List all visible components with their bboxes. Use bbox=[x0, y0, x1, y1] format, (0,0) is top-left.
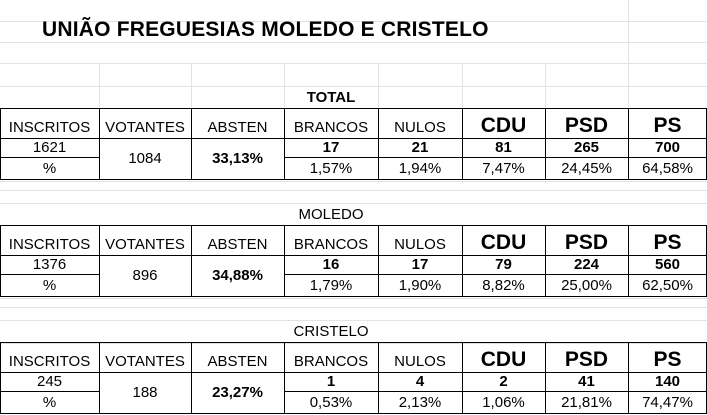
header-ps: PS bbox=[653, 348, 682, 371]
nulos-percent: 1,90% bbox=[398, 276, 442, 294]
percent-label: % bbox=[42, 393, 57, 411]
brancos-count: 16 bbox=[322, 256, 340, 273]
votantes-value: 188 bbox=[132, 384, 158, 401]
percent-label: % bbox=[42, 159, 57, 177]
ps-percent: 64,58% bbox=[642, 159, 693, 177]
header-absten: ABSTEN bbox=[207, 236, 268, 253]
header-ps: PS bbox=[653, 114, 682, 137]
percent-label: % bbox=[42, 276, 57, 294]
header-ps: PS bbox=[653, 231, 682, 254]
inscritos-value: 245 bbox=[36, 373, 63, 390]
header-votantes: VOTANTES bbox=[105, 119, 185, 136]
ps-count: 560 bbox=[654, 256, 681, 273]
psd-count: 265 bbox=[573, 139, 600, 156]
sheet-title: UNIÃO FREGUESIAS MOLEDO E CRISTELO bbox=[42, 18, 489, 41]
header-brancos: BRANCOS bbox=[293, 119, 369, 136]
header-nulos: NULOS bbox=[394, 119, 446, 136]
psd-count: 41 bbox=[578, 373, 595, 390]
header-psd: PSD bbox=[564, 114, 609, 137]
nulos-count: 21 bbox=[411, 139, 429, 156]
ps-count: 700 bbox=[654, 139, 681, 156]
brancos-percent: 1,79% bbox=[309, 276, 353, 294]
nulos-count: 4 bbox=[415, 373, 425, 390]
psd-percent: 25,00% bbox=[561, 276, 612, 294]
votantes-value: 896 bbox=[132, 267, 158, 284]
brancos-count: 17 bbox=[322, 139, 340, 156]
header-cdu: CDU bbox=[480, 348, 527, 371]
abstention-value: 33,13% bbox=[212, 150, 263, 167]
cdu-percent: 7,47% bbox=[482, 159, 525, 177]
header-cdu: CDU bbox=[480, 231, 527, 254]
cdu-percent: 1,06% bbox=[482, 393, 525, 411]
section-title: MOLEDO bbox=[298, 206, 364, 223]
header-psd: PSD bbox=[564, 231, 609, 254]
nulos-percent: 2,13% bbox=[398, 393, 442, 411]
header-inscritos: INSCRITOS bbox=[8, 353, 91, 370]
abstention-value: 23,27% bbox=[212, 384, 263, 401]
header-absten: ABSTEN bbox=[207, 119, 268, 136]
section-title: CRISTELO bbox=[293, 323, 369, 340]
inscritos-value: 1621 bbox=[32, 139, 67, 156]
section-title: TOTAL bbox=[306, 89, 356, 106]
cdu-percent: 8,82% bbox=[482, 276, 525, 294]
psd-count: 224 bbox=[573, 256, 600, 273]
cdu-count: 81 bbox=[495, 139, 512, 156]
header-votantes: VOTANTES bbox=[105, 353, 185, 370]
psd-percent: 24,45% bbox=[561, 159, 612, 177]
brancos-percent: 1,57% bbox=[309, 159, 353, 177]
brancos-count: 1 bbox=[326, 373, 336, 390]
ps-percent: 62,50% bbox=[642, 276, 693, 294]
header-brancos: BRANCOS bbox=[293, 236, 369, 253]
abstention-value: 34,88% bbox=[212, 267, 263, 284]
ps-count: 140 bbox=[654, 373, 681, 390]
header-votantes: VOTANTES bbox=[105, 236, 185, 253]
header-brancos: BRANCOS bbox=[293, 353, 369, 370]
header-nulos: NULOS bbox=[394, 353, 446, 370]
inscritos-value: 1376 bbox=[32, 256, 67, 273]
header-inscritos: INSCRITOS bbox=[8, 236, 91, 253]
brancos-percent: 0,53% bbox=[309, 393, 353, 411]
nulos-percent: 1,94% bbox=[398, 159, 442, 177]
votantes-value: 1084 bbox=[128, 150, 162, 167]
nulos-count: 17 bbox=[411, 256, 429, 273]
ps-percent: 74,47% bbox=[642, 393, 693, 411]
header-psd: PSD bbox=[564, 348, 609, 371]
cdu-count: 79 bbox=[495, 256, 512, 273]
header-inscritos: INSCRITOS bbox=[8, 119, 91, 136]
header-nulos: NULOS bbox=[394, 236, 446, 253]
header-absten: ABSTEN bbox=[207, 353, 268, 370]
psd-percent: 21,81% bbox=[561, 393, 612, 411]
header-cdu: CDU bbox=[480, 114, 527, 137]
cdu-count: 2 bbox=[499, 373, 508, 390]
